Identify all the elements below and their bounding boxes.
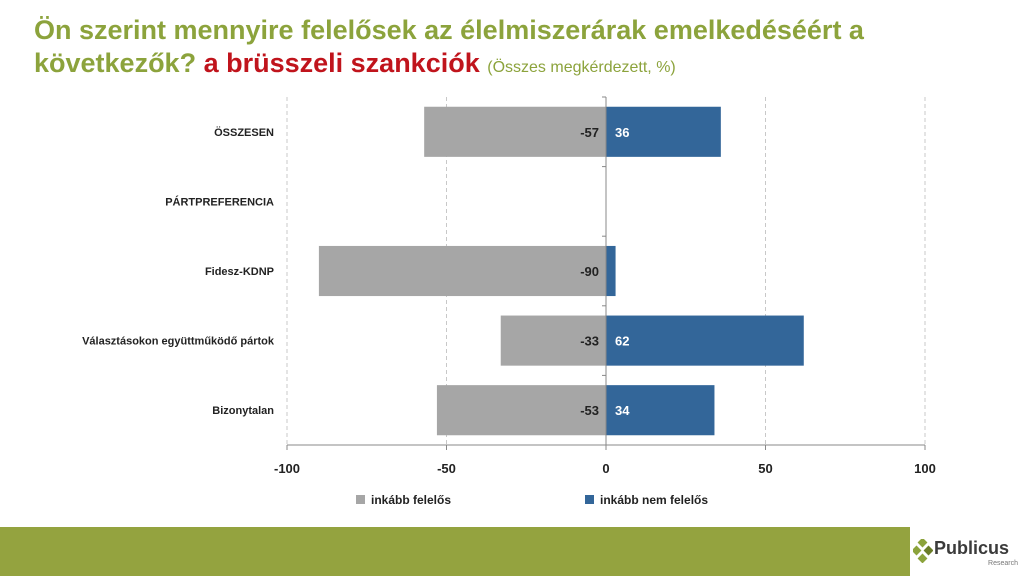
publicus-logo: Publicus Research (910, 527, 1024, 576)
data-label-inkabb-felelos: -33 (580, 334, 599, 349)
title-subtitle: (Összes megkérdezett, %) (487, 59, 676, 76)
data-label-inkabb-nem-felelos: 62 (615, 334, 629, 349)
title-highlight: a brüsszeli szankciók (203, 48, 480, 78)
x-tick-label: 100 (914, 461, 936, 476)
legend-swatch-inkabb-nem-felelos (585, 495, 594, 504)
category-label: Bizonytalan (212, 405, 274, 417)
chart-title: Ön szerint mennyire felelősek az élelmis… (34, 14, 994, 84)
bar-inkabb-felelos (436, 385, 606, 436)
bar-inkabb-nem-felelos (606, 106, 721, 157)
category-label: ÖSSZESEN (214, 126, 274, 139)
x-tick-label: 0 (602, 461, 609, 476)
bar-inkabb-nem-felelos (606, 385, 715, 436)
data-label-inkabb-felelos: -57 (580, 125, 599, 140)
logo-sub: Research (988, 560, 1018, 567)
data-label-inkabb-nem-felelos: 36 (615, 125, 629, 140)
publicus-logo-mark-icon (913, 539, 933, 563)
data-label-inkabb-felelos: -90 (580, 264, 599, 279)
category-label: PÁRTPREFERENCIA (165, 195, 274, 208)
legend-label-inkabb-felelos: inkább felelős (371, 493, 451, 507)
data-label-inkabb-nem-felelos: 34 (615, 403, 630, 418)
data-label-inkabb-felelos: -53 (580, 403, 599, 418)
title-main: Ön szerint mennyire felelősek az élelmis… (34, 15, 864, 78)
legend-swatch-inkabb-felelos (356, 495, 365, 504)
x-tick-label: -50 (437, 461, 456, 476)
x-tick-label: 50 (758, 461, 772, 476)
x-tick-label: -100 (274, 461, 300, 476)
logo-name: Publicus (934, 538, 1010, 558)
bar-inkabb-nem-felelos (606, 315, 804, 366)
bar-inkabb-nem-felelos (606, 245, 616, 297)
bar-inkabb-felelos (500, 315, 606, 366)
legend-label-inkabb-nem-felelos: inkább nem felelős (600, 493, 708, 507)
category-label: Fidesz-KDNP (205, 266, 274, 278)
bar-inkabb-felelos (424, 106, 606, 157)
diverging-bar-chart: ÖSSZESEN -57 36 PÁRTPREFERENCIA Fidesz-KDNP -… (82, 96, 936, 507)
category-label: Választásokon együttműködő pártok (82, 336, 275, 348)
bar-inkabb-felelos (318, 245, 606, 297)
footer-bar (0, 527, 1024, 576)
